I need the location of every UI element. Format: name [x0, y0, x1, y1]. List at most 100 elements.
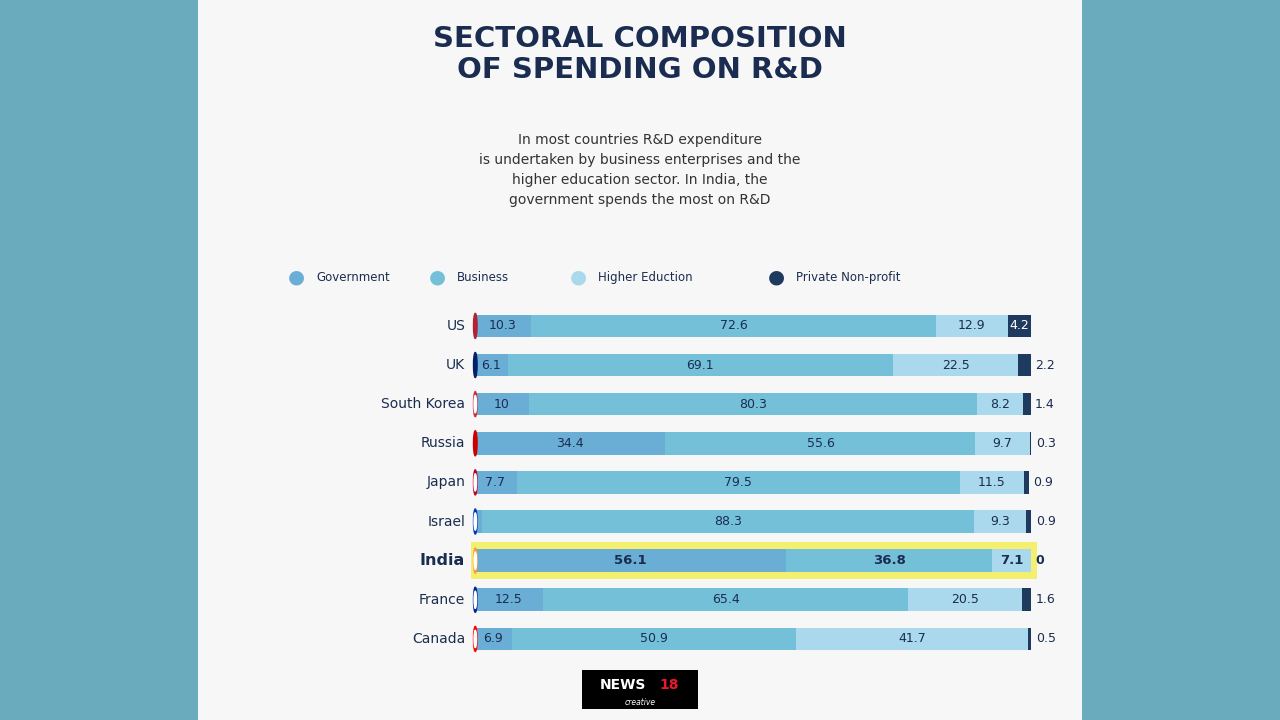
Circle shape — [474, 509, 477, 534]
Bar — [474, 315, 531, 337]
Text: 4.2: 4.2 — [1010, 320, 1029, 333]
Text: Japan: Japan — [426, 475, 465, 490]
Text: 0.5: 0.5 — [1036, 632, 1056, 645]
Text: India: India — [420, 553, 465, 568]
Text: 34.4: 34.4 — [556, 437, 584, 450]
Text: 6.9: 6.9 — [483, 632, 503, 645]
Text: UK: UK — [447, 358, 465, 372]
Text: ●: ● — [288, 268, 305, 287]
Text: 9.7: 9.7 — [992, 437, 1012, 450]
Text: 9.3: 9.3 — [991, 515, 1010, 528]
Text: 72.6: 72.6 — [719, 320, 748, 333]
Text: 0.9: 0.9 — [1033, 476, 1053, 489]
Text: ●: ● — [429, 268, 445, 287]
Text: 0: 0 — [1036, 554, 1044, 567]
Text: 0.9: 0.9 — [1036, 515, 1056, 528]
Text: 12.9: 12.9 — [957, 320, 986, 333]
Bar — [1028, 628, 1032, 650]
Bar — [1019, 354, 1030, 377]
Bar — [974, 510, 1027, 533]
Circle shape — [474, 513, 476, 530]
Circle shape — [474, 591, 476, 608]
Bar — [1029, 432, 1032, 454]
Text: Russia: Russia — [421, 436, 465, 450]
Bar — [543, 588, 908, 611]
Text: 10: 10 — [494, 397, 509, 410]
Text: SECTORAL COMPOSITION
OF SPENDING ON R&D: SECTORAL COMPOSITION OF SPENDING ON R&D — [433, 25, 847, 84]
Circle shape — [474, 630, 476, 647]
Text: 7.1: 7.1 — [1000, 554, 1023, 567]
Circle shape — [474, 318, 476, 335]
Bar — [531, 315, 936, 337]
Circle shape — [474, 548, 477, 573]
Text: Israel: Israel — [428, 515, 465, 528]
Bar — [977, 393, 1023, 415]
Text: 88.3: 88.3 — [714, 515, 742, 528]
Text: Private Non-profit: Private Non-profit — [796, 271, 901, 284]
Text: 18: 18 — [659, 678, 678, 693]
Bar — [474, 393, 530, 415]
Bar — [975, 432, 1029, 454]
Bar — [474, 588, 543, 611]
Bar — [508, 354, 893, 377]
Text: Canada: Canada — [412, 632, 465, 646]
Bar — [992, 549, 1032, 572]
Bar — [512, 628, 796, 650]
Circle shape — [474, 395, 476, 413]
Bar — [786, 549, 992, 572]
Text: Business: Business — [457, 271, 509, 284]
Circle shape — [474, 470, 477, 495]
Bar — [666, 432, 975, 454]
Bar — [960, 471, 1024, 494]
Text: 8.2: 8.2 — [989, 397, 1010, 410]
Circle shape — [474, 552, 476, 570]
Bar — [1023, 393, 1030, 415]
Text: 10.3: 10.3 — [489, 320, 516, 333]
Bar — [530, 393, 977, 415]
Bar — [474, 471, 517, 494]
Text: 11.5: 11.5 — [978, 476, 1006, 489]
Text: 79.5: 79.5 — [724, 476, 753, 489]
Text: US: US — [447, 319, 465, 333]
Text: France: France — [419, 593, 465, 607]
Bar — [474, 432, 666, 454]
Text: 22.5: 22.5 — [942, 359, 969, 372]
Text: 7.7: 7.7 — [485, 476, 506, 489]
Text: 65.4: 65.4 — [712, 593, 740, 606]
Text: 55.6: 55.6 — [806, 437, 835, 450]
Text: 20.5: 20.5 — [951, 593, 979, 606]
Text: ●: ● — [570, 268, 586, 287]
Circle shape — [474, 435, 476, 452]
Bar — [908, 588, 1023, 611]
Circle shape — [474, 353, 477, 377]
FancyBboxPatch shape — [471, 542, 1037, 579]
Text: 36.8: 36.8 — [873, 554, 905, 567]
Text: 69.1: 69.1 — [686, 359, 714, 372]
Circle shape — [474, 431, 477, 456]
Circle shape — [474, 392, 477, 417]
Text: creative: creative — [625, 698, 655, 706]
Bar — [936, 315, 1007, 337]
Bar — [474, 510, 483, 533]
Text: Higher Eduction: Higher Eduction — [598, 271, 692, 284]
Circle shape — [474, 313, 477, 338]
Bar — [796, 628, 1028, 650]
Bar — [474, 628, 512, 650]
Text: 1.4: 1.4 — [1036, 397, 1055, 410]
Text: 56.1: 56.1 — [613, 554, 646, 567]
Bar — [483, 510, 974, 533]
Circle shape — [474, 626, 477, 652]
Bar — [517, 471, 960, 494]
Text: 6.1: 6.1 — [481, 359, 500, 372]
Text: 41.7: 41.7 — [899, 632, 925, 645]
Text: 1.6: 1.6 — [1036, 593, 1056, 606]
Circle shape — [474, 474, 476, 491]
Bar — [1007, 315, 1032, 337]
Circle shape — [474, 588, 477, 612]
Bar — [474, 549, 786, 572]
Text: 0.3: 0.3 — [1036, 437, 1056, 450]
Text: Government: Government — [316, 271, 390, 284]
Text: NEWS: NEWS — [599, 678, 646, 693]
Text: In most countries R&D expenditure
is undertaken by business enterprises and the
: In most countries R&D expenditure is und… — [479, 133, 801, 207]
Bar — [1027, 510, 1032, 533]
